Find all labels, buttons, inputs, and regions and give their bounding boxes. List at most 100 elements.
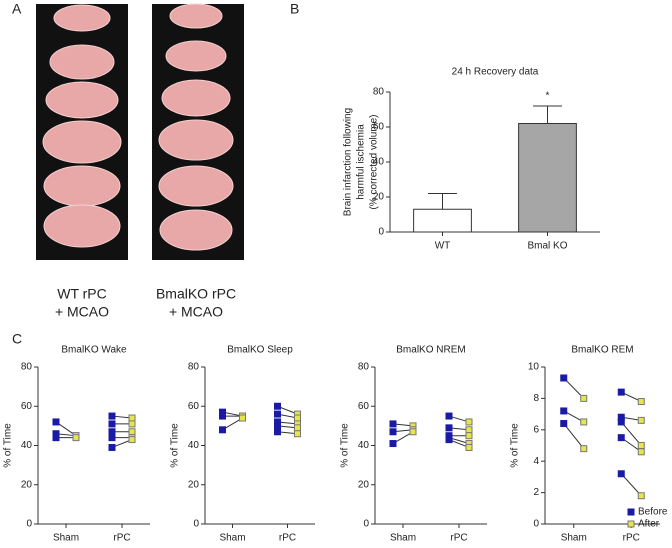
point <box>617 388 625 396</box>
point <box>108 434 116 442</box>
y-tick-label: 40 <box>21 440 33 451</box>
chart-title: BmalKO REM <box>571 345 633 356</box>
point <box>465 426 473 434</box>
point <box>465 432 473 440</box>
y-tick-label: 60 <box>373 122 385 133</box>
point <box>294 424 301 432</box>
pair-line <box>620 421 642 446</box>
point <box>560 407 568 415</box>
point <box>617 418 625 426</box>
point <box>580 445 588 453</box>
point <box>274 402 281 410</box>
point <box>580 394 588 402</box>
y-tick-label: 20 <box>358 479 370 490</box>
y-tick-label: 20 <box>188 479 200 490</box>
caption: + MCAO <box>55 304 109 320</box>
point <box>465 443 473 451</box>
y-tick-label: 20 <box>21 479 33 490</box>
point <box>219 426 226 434</box>
x-tick-label: rPC <box>450 533 467 544</box>
point <box>239 414 246 422</box>
caption: + MCAO <box>169 304 223 320</box>
x-tick-label: Bmal KO <box>527 241 567 252</box>
chart-title: BmalKO Sleep <box>227 345 293 356</box>
point <box>72 434 80 442</box>
annotation: * <box>546 91 550 102</box>
y-tick-label: 10 <box>528 362 540 373</box>
y-tick-label: 6 <box>533 424 539 435</box>
bar <box>413 208 472 233</box>
point <box>274 410 281 418</box>
x-tick-label: Sham <box>219 533 245 544</box>
y-tick-label: 80 <box>21 362 33 373</box>
y-axis-label: % of Time <box>3 423 14 468</box>
y-tick-label: 40 <box>188 440 200 451</box>
brain-images <box>36 3 244 260</box>
y-tick-label: 40 <box>358 440 370 451</box>
x-tick-label: Sham <box>561 533 587 544</box>
pair-line <box>620 473 642 497</box>
y-tick-label: 2 <box>533 487 539 498</box>
y-tick-label: 4 <box>533 456 539 467</box>
point <box>108 428 116 436</box>
y-tick-label: 20 <box>373 192 385 203</box>
panel-label: A <box>12 1 22 17</box>
x-tick-label: rPC <box>623 533 640 544</box>
point <box>637 416 645 424</box>
legend-swatch <box>627 520 635 528</box>
point <box>108 443 116 451</box>
point <box>637 448 645 456</box>
point <box>637 492 645 500</box>
point <box>580 418 588 426</box>
y-tick-label: 80 <box>373 87 385 98</box>
y-tick-label: 80 <box>188 362 200 373</box>
point <box>294 430 301 438</box>
point <box>274 428 281 436</box>
point <box>128 428 136 436</box>
x-tick-label: rPC <box>113 533 130 544</box>
y-tick-label: 0 <box>378 227 384 238</box>
y-tick-label: 60 <box>21 401 33 412</box>
x-tick-label: rPC <box>279 533 296 544</box>
x-tick-label: Sham <box>53 533 79 544</box>
y-tick-label: 0 <box>26 519 32 530</box>
point <box>108 412 116 420</box>
y-axis-label: % of Time <box>340 423 351 468</box>
chart-title: BmalKO NREM <box>396 345 465 356</box>
point <box>445 412 453 420</box>
panel-label: C <box>12 331 22 347</box>
point <box>389 440 397 448</box>
point <box>560 374 568 382</box>
caption: BmalKO rPC <box>156 286 236 302</box>
y-tick-label: 80 <box>358 362 370 373</box>
y-tick-label: 8 <box>533 393 539 404</box>
bar <box>518 123 577 233</box>
point <box>465 418 473 426</box>
x-tick-label: Sham <box>390 533 416 544</box>
point <box>617 470 625 478</box>
point <box>389 428 397 436</box>
point <box>274 422 281 430</box>
y-axis-label: Brain infarction following <box>343 108 354 216</box>
point <box>560 420 568 428</box>
point <box>128 420 136 428</box>
y-tick-label: 40 <box>373 157 385 168</box>
caption: WT rPC <box>57 286 107 302</box>
point <box>409 428 417 436</box>
y-tick-label: 0 <box>533 519 539 530</box>
y-tick-label: 0 <box>363 519 369 530</box>
point <box>637 398 645 406</box>
point <box>445 436 453 444</box>
legend-label: Before <box>638 507 668 518</box>
x-tick-label: WT <box>435 241 451 252</box>
point <box>128 436 136 444</box>
y-tick-label: 60 <box>188 401 200 412</box>
point <box>637 442 645 449</box>
pair-line <box>563 423 585 449</box>
y-axis-label: % of Time <box>510 423 521 468</box>
point <box>219 412 226 420</box>
chart-title: BmalKO Wake <box>61 345 127 356</box>
point <box>52 434 60 442</box>
